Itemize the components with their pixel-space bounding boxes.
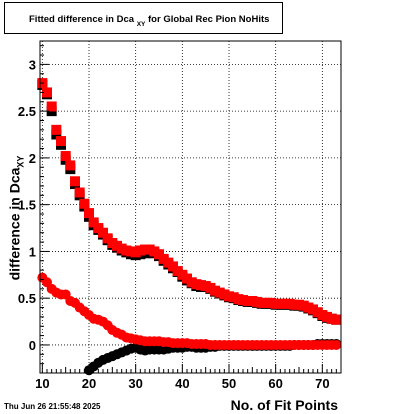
data-point: [331, 314, 342, 325]
data-point: [74, 187, 85, 198]
x-tick-label: 70: [315, 376, 329, 391]
x-tick-label: 10: [35, 376, 49, 391]
chart-title-main: Fitted difference in Dca: [29, 14, 135, 25]
plot-frame: [39, 40, 342, 374]
y-tick-label: 1.5: [18, 198, 36, 213]
y-tick-label: 0: [29, 338, 36, 353]
x-axis-label: No. of Fit Points: [230, 397, 338, 413]
data-point: [70, 176, 80, 187]
y-axis-label-subscript: XY: [15, 155, 26, 168]
y-tick-label: 2: [29, 151, 36, 166]
data-point: [331, 339, 342, 350]
x-tick-label: 40: [175, 376, 189, 391]
chart-title-subscript: XY: [136, 21, 146, 28]
chart-title-suffix: for Global Rec Pion NoHits: [145, 14, 270, 25]
data-point: [88, 217, 99, 228]
y-axis-label-text: difference in Dca: [6, 167, 23, 281]
axis-ticks: 10 20 30 40 50 60 70 0 0.5 1 1.5 2 2.5 3: [18, 45, 342, 391]
y-axis-label: difference in DcaXY: [7, 156, 26, 281]
data-point: [79, 198, 90, 209]
x-tick-label: 60: [268, 376, 282, 391]
y-tick-label: 2.5: [18, 104, 36, 119]
data-point: [60, 151, 71, 162]
data-point: [98, 227, 108, 238]
timestamp: Thu Jun 26 21:55:48 2025: [4, 402, 101, 411]
data-point: [56, 136, 66, 147]
y-tick-label: 3: [29, 57, 36, 72]
y-tick-label: 0.5: [18, 291, 36, 306]
x-tick-label: 20: [82, 376, 96, 391]
x-tick-label: 50: [222, 376, 236, 391]
x-tick-label: 30: [128, 376, 142, 391]
data-point: [46, 101, 57, 112]
data-points: [37, 78, 342, 376]
data-point: [65, 160, 76, 171]
data-point: [42, 87, 52, 98]
data-point: [51, 124, 62, 135]
y-tick-label: 1: [29, 244, 36, 259]
chart-title: Fitted difference in Dca XY for Global R…: [29, 14, 270, 28]
data-point: [84, 208, 94, 219]
title-box: Fitted difference in Dca XY for Global R…: [4, 2, 283, 34]
